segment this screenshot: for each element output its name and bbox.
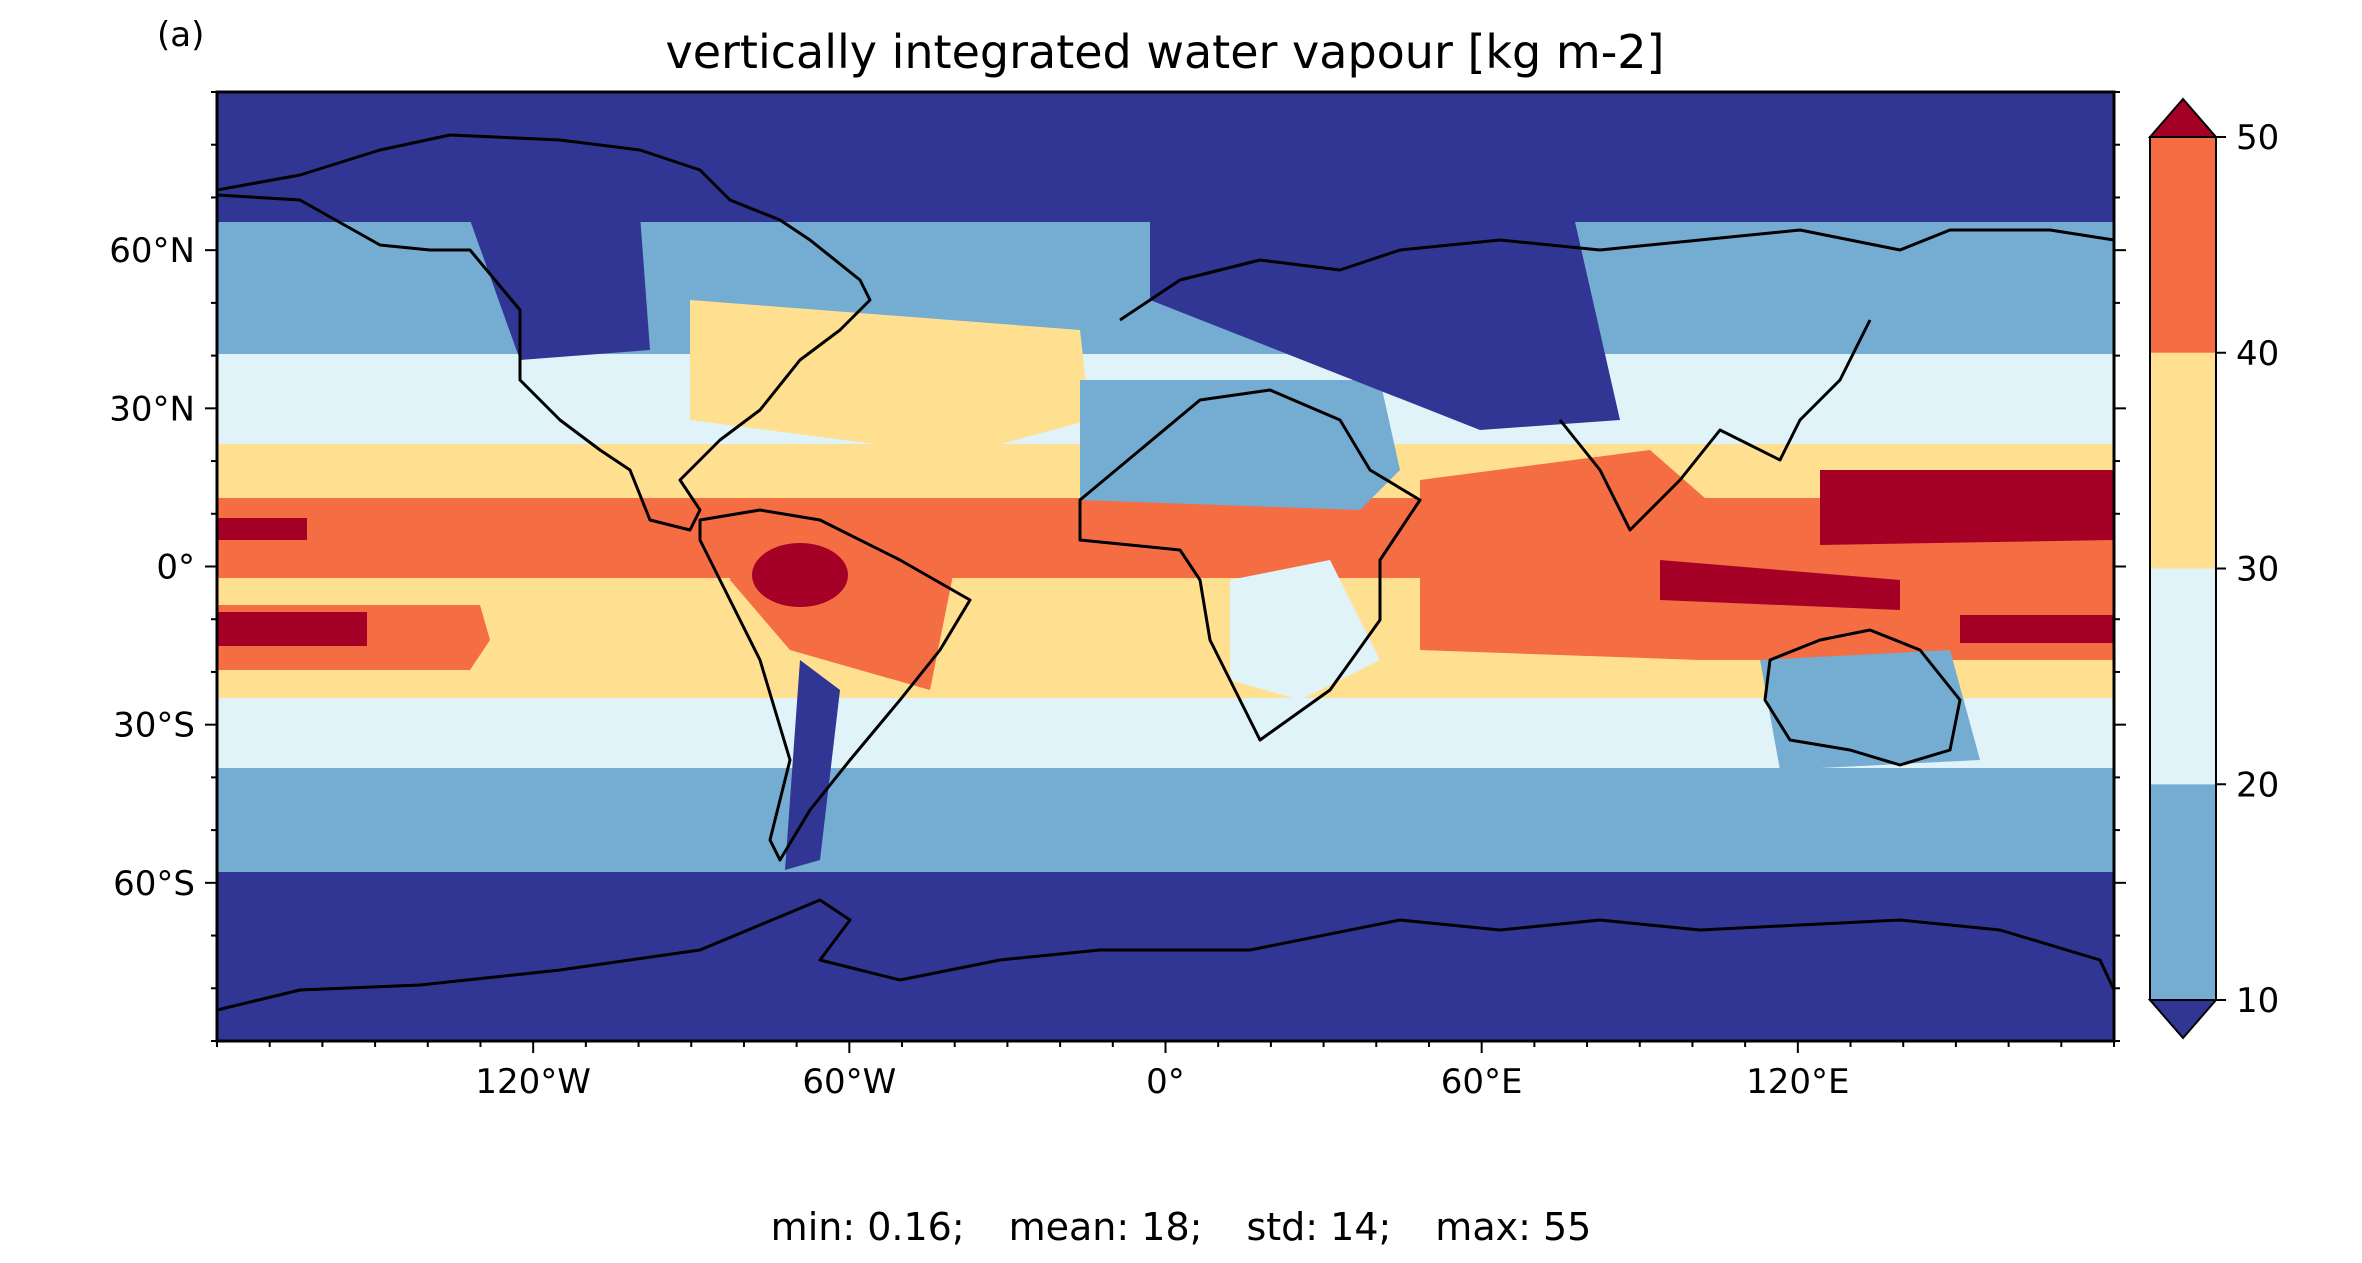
x-tick-label: 60°E [1441,1062,1523,1102]
y-tick-label: 60°S [113,864,195,904]
colorbar-level [2150,568,2216,785]
panel-label: (a) [157,15,204,55]
colorbar-level [2150,137,2216,353]
itcz-east-pacific-core [217,518,307,540]
amazon-core [752,543,848,607]
colorbar-tick-label: 20 [2236,765,2279,805]
maritime-continent-core [1660,560,1900,610]
coral-sea-core [1960,615,2114,643]
colorbar-extend-min [2147,999,2219,1040]
eurasia-dry [1150,200,1620,430]
north-america-dry [470,215,650,360]
stat-max: max: 55 [1435,1205,1592,1249]
x-axis: 120°W 60°W 0° 60°E 120°E [216,1041,2115,1102]
colorbar-tick-label: 50 [2236,118,2279,158]
band-arctic [217,92,2114,222]
x-tick-label: 120°W [475,1062,591,1102]
x-tick-label: 0° [1146,1062,1185,1102]
y-tick-label: 30°S [113,706,195,746]
colorbar-tick-label: 10 [2236,981,2279,1021]
east-africa-dry [1230,560,1380,700]
y-tick-label: 30°N [109,389,195,429]
colorbar-level [2150,784,2216,1000]
map-title: vertically integrated water vapour [kg m… [665,25,1664,79]
spcz-core [217,612,367,646]
y-tick-label: 60°N [109,231,195,271]
west-pacific-core [1820,470,2114,545]
band-south-midlat [217,768,2114,872]
colorbar-level [2150,352,2216,569]
x-tick-label: 120°E [1746,1062,1849,1102]
x-tick-label: 60°W [802,1062,896,1102]
y-axis: 60°N 30°N 0° 30°S 60°S [109,91,2126,1042]
map-field [217,92,2114,1041]
colorbar-extend-max [2147,97,2219,138]
sahara-dry [1080,380,1400,510]
stat-min: min: 0.16; [770,1205,965,1249]
band-antarctic [217,872,2114,1041]
colorbar-tick-label: 40 [2236,334,2279,374]
north-atlantic-moist [690,300,1090,455]
coastlines [217,133,2114,1012]
y-tick-label: 0° [156,548,195,588]
andes-dry [785,660,840,870]
australia-dry [1760,650,1980,770]
summary-stats: min: 0.16; mean: 18; std: 14; max: 55 [0,1205,2362,1249]
stat-mean: mean: 18; [1008,1205,1203,1249]
indian-ocean-warm-pool [1420,450,2114,660]
colorbar: 10 20 30 40 50 [2147,97,2279,1040]
colorbar-tick-label: 30 [2236,550,2279,590]
stat-std: std: 14; [1246,1205,1392,1249]
